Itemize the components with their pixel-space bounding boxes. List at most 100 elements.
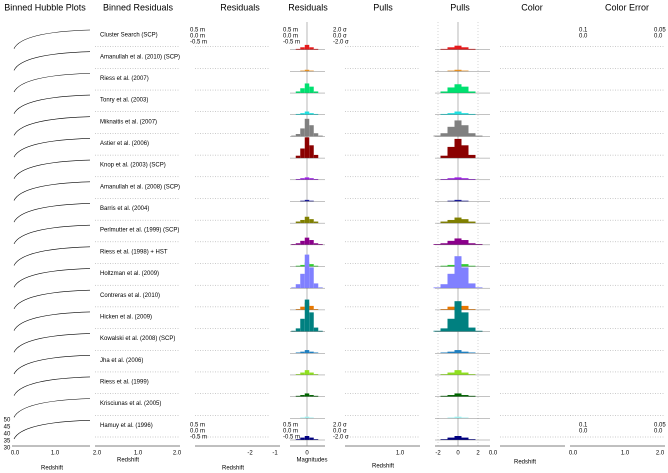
hubble-curve (13, 268, 91, 288)
histogram-bar (454, 256, 462, 289)
histogram-bar (468, 113, 476, 115)
histogram-bar (440, 155, 448, 159)
histogram-bar (304, 370, 310, 375)
histogram-bar (454, 436, 462, 440)
y-tick-label: 50 (4, 418, 11, 424)
axis-label: Redshift (372, 464, 394, 470)
survey-name: Amanullah et al. (2010) (SCP) (100, 54, 180, 60)
m-label: 0.5 m (190, 28, 205, 34)
histogram-bar (440, 48, 448, 50)
histogram-bar (300, 47, 305, 50)
histogram-bar (304, 177, 310, 180)
histogram-bar (300, 318, 305, 332)
histogram-bar (313, 178, 319, 180)
histogram-bar (309, 70, 314, 72)
histogram-bar (447, 273, 455, 289)
column-title: Pulls (373, 2, 393, 12)
hubble-curve (13, 311, 91, 331)
histogram-bar (300, 148, 305, 159)
hubble-curve (13, 289, 91, 310)
histogram-bar (309, 200, 314, 202)
histogram-bar (295, 113, 301, 115)
histogram-bar (433, 330, 441, 332)
histogram-bar (309, 351, 314, 354)
histogram-bar (461, 312, 469, 332)
column-title: Pulls (450, 2, 470, 12)
histogram-bar (318, 244, 323, 245)
column-title: Binned Hubble Plots (4, 2, 86, 12)
histogram-bar (454, 177, 462, 180)
survey-name: Knop et al. (2003) (SCP) (100, 163, 166, 169)
histogram-bar (300, 70, 305, 72)
histogram-bar (461, 305, 469, 310)
color-error-label: 0.0 (654, 429, 663, 435)
survey-name: Miknaitis et al. (2007) (100, 119, 157, 125)
column-title: Binned Residuals (103, 2, 174, 12)
histogram-bar (440, 243, 448, 245)
histogram-bar (309, 372, 314, 375)
histogram-bar (468, 91, 476, 94)
y-tick-label: 45 (4, 425, 11, 431)
histogram-bar (291, 330, 296, 332)
column-title: Residuals (288, 2, 328, 12)
hubble-curve (13, 203, 91, 223)
survey-name: Hicken et al. (2009) (100, 314, 152, 320)
histogram-bar (454, 45, 462, 50)
histogram-bar (300, 351, 305, 354)
histogram-bar (468, 374, 476, 375)
histogram-bar (454, 84, 462, 94)
histogram-bar (454, 416, 462, 419)
histogram-bar (300, 395, 305, 397)
sigma-label: -2.0 σ (333, 435, 349, 441)
histogram-bar (475, 244, 483, 245)
axis-label: Redshift (222, 466, 244, 472)
histogram-bar (440, 265, 448, 267)
histogram-bar (309, 125, 314, 137)
hubble-curve (13, 94, 91, 114)
histogram-bar (300, 178, 305, 180)
color-error-label: 0.0 (654, 34, 663, 40)
histogram-bar (461, 437, 469, 440)
x-tick-label: 1.0 (51, 451, 60, 457)
histogram-bar (461, 47, 469, 50)
histogram-bar (447, 306, 455, 310)
hubble-curve (13, 181, 91, 201)
hubble-curve (13, 138, 91, 158)
histogram-bar (304, 137, 310, 159)
survey-name: Hamuy et al. (1996) (100, 423, 153, 429)
m-label: -0.5 m (283, 435, 300, 441)
histogram-bar (295, 91, 301, 94)
x-tick-label: -2 (247, 451, 253, 457)
histogram-bar (454, 370, 462, 375)
histogram-bar (304, 436, 310, 440)
histogram-bar (461, 267, 469, 289)
survey-name: Kowalski et al. (2008) (SCP) (100, 336, 175, 342)
histogram-bar (461, 395, 469, 397)
histogram-bar (461, 70, 469, 72)
x-tick-label: 2 (476, 451, 480, 457)
histogram-bar (468, 352, 476, 354)
histogram-bar (447, 318, 455, 332)
histogram-bar (304, 299, 310, 332)
histogram-bar (309, 437, 314, 440)
x-tick-label: 0.0 (11, 451, 20, 457)
axis-label: Magnitudes (296, 458, 327, 464)
histogram-bar (295, 134, 301, 137)
histogram-bar (309, 305, 314, 310)
histogram-bar (468, 395, 476, 397)
histogram-bar (295, 395, 301, 397)
histogram-bar (447, 351, 455, 354)
hubble-curve (13, 333, 91, 353)
survey-name: Riess et al. (2007) (100, 76, 149, 82)
histogram-bar (300, 372, 305, 375)
histogram-bar (468, 439, 476, 440)
y-tick-label: 30 (4, 446, 11, 452)
histogram-bar (300, 437, 305, 440)
hubble-curve (13, 376, 91, 396)
histogram-bar (300, 219, 305, 224)
histogram-bar (295, 155, 301, 159)
histogram-bar (318, 135, 323, 137)
histogram-bar (454, 199, 462, 202)
histogram-bar (295, 178, 301, 180)
histogram-bar (461, 264, 469, 267)
